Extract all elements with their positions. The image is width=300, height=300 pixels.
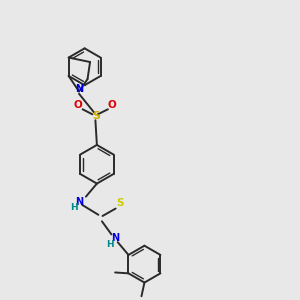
- Text: O: O: [73, 100, 82, 110]
- Text: S: S: [92, 111, 100, 121]
- Text: O: O: [108, 100, 117, 110]
- Text: H: H: [106, 240, 114, 249]
- Text: N: N: [112, 233, 120, 243]
- Text: H: H: [70, 203, 78, 212]
- Text: S: S: [116, 198, 124, 208]
- Text: N: N: [75, 197, 83, 207]
- Text: N: N: [76, 84, 84, 94]
